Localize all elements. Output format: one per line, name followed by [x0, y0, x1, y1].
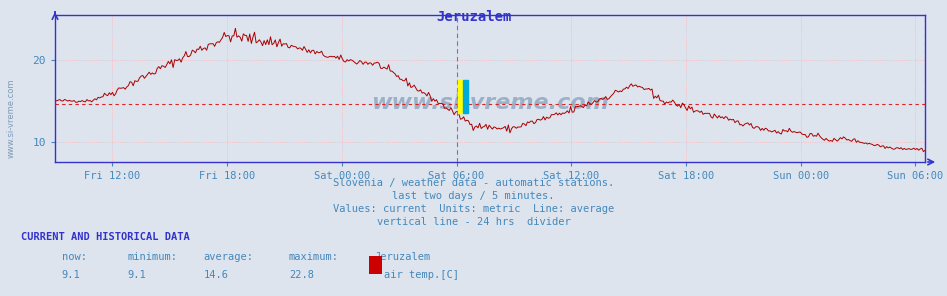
Text: 14.6: 14.6 — [204, 270, 228, 280]
Text: average:: average: — [204, 252, 254, 262]
Text: minimum:: minimum: — [128, 252, 178, 262]
Text: 9.1: 9.1 — [62, 270, 80, 280]
Bar — [458, 80, 464, 113]
Text: Values: current  Units: metric  Line: average: Values: current Units: metric Line: aver… — [333, 204, 614, 214]
Text: CURRENT AND HISTORICAL DATA: CURRENT AND HISTORICAL DATA — [21, 232, 189, 242]
Text: 22.8: 22.8 — [289, 270, 313, 280]
Text: last two days / 5 minutes.: last two days / 5 minutes. — [392, 191, 555, 201]
Text: www.si-vreme.com: www.si-vreme.com — [371, 93, 609, 113]
Text: air temp.[C]: air temp.[C] — [384, 270, 459, 280]
Text: Slovenia / weather data - automatic stations.: Slovenia / weather data - automatic stat… — [333, 178, 614, 188]
Text: Jeruzalem: Jeruzalem — [436, 10, 511, 24]
Text: maximum:: maximum: — [289, 252, 339, 262]
Text: 9.1: 9.1 — [128, 270, 147, 280]
Text: now:: now: — [62, 252, 86, 262]
Text: vertical line - 24 hrs  divider: vertical line - 24 hrs divider — [377, 217, 570, 227]
Bar — [463, 80, 468, 113]
Text: www.si-vreme.com: www.si-vreme.com — [7, 79, 16, 158]
Text: Jeruzalem: Jeruzalem — [374, 252, 430, 262]
